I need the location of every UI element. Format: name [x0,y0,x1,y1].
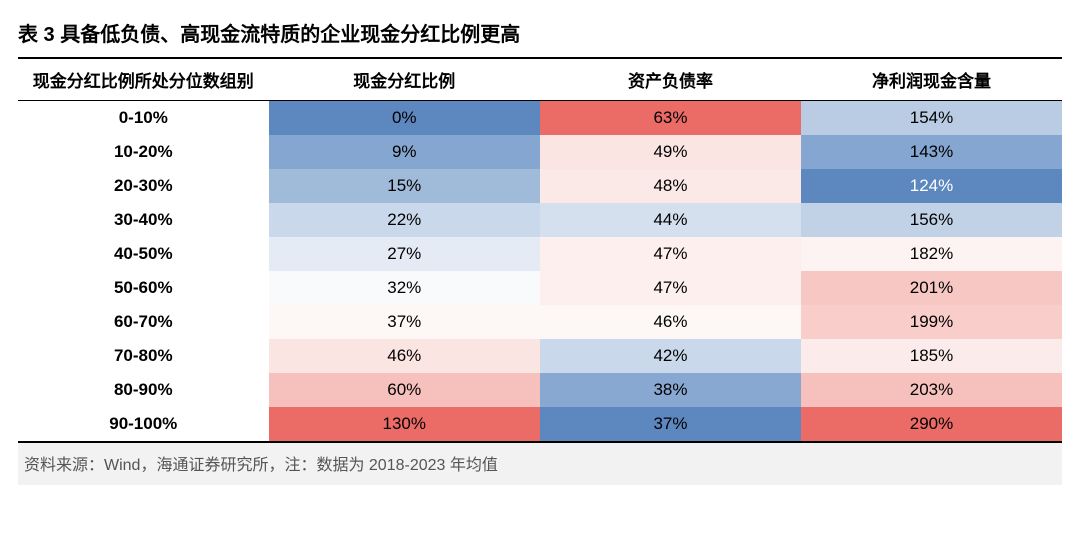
heatmap-cell: 124% [801,169,1062,203]
table-title: 表 3 具备低负债、高现金流特质的企业现金分红比例更高 [18,12,1062,59]
table-row: 10-20%9%49%143% [18,135,1062,169]
table-row: 0-10%0%63%154% [18,101,1062,136]
heatmap-cell: 38% [540,373,801,407]
heatmap-cell: 0% [269,101,540,136]
row-label: 90-100% [18,407,269,442]
table-row: 80-90%60%38%203% [18,373,1062,407]
table-row: 60-70%37%46%199% [18,305,1062,339]
heatmap-cell: 32% [269,271,540,305]
heatmap-cell: 15% [269,169,540,203]
row-label: 40-50% [18,237,269,271]
heatmap-cell: 199% [801,305,1062,339]
table-row: 20-30%15%48%124% [18,169,1062,203]
heatmap-cell: 143% [801,135,1062,169]
heatmap-cell: 203% [801,373,1062,407]
heatmap-cell: 290% [801,407,1062,442]
table-row: 40-50%27%47%182% [18,237,1062,271]
heatmap-cell: 46% [269,339,540,373]
heatmap-cell: 44% [540,203,801,237]
row-label: 0-10% [18,101,269,136]
row-label: 70-80% [18,339,269,373]
table-header-row: 现金分红比例所处分位数组别 现金分红比例 资产负债率 净利润现金含量 [18,59,1062,101]
heatmap-cell: 201% [801,271,1062,305]
table-row: 70-80%46%42%185% [18,339,1062,373]
table-body: 0-10%0%63%154%10-20%9%49%143%20-30%15%48… [18,101,1062,443]
heatmap-cell: 22% [269,203,540,237]
row-label: 20-30% [18,169,269,203]
table-row: 90-100%130%37%290% [18,407,1062,442]
heatmap-cell: 37% [540,407,801,442]
heatmap-cell: 47% [540,237,801,271]
heatmap-cell: 49% [540,135,801,169]
row-label: 50-60% [18,271,269,305]
heatmap-cell: 42% [540,339,801,373]
heatmap-cell: 60% [269,373,540,407]
table-row: 50-60%32%47%201% [18,271,1062,305]
heatmap-table: 现金分红比例所处分位数组别 现金分红比例 资产负债率 净利润现金含量 0-10%… [18,59,1062,443]
col-header-cash: 净利润现金含量 [801,59,1062,101]
col-header-payout: 现金分红比例 [269,59,540,101]
heatmap-cell: 185% [801,339,1062,373]
heatmap-cell: 130% [269,407,540,442]
heatmap-cell: 63% [540,101,801,136]
heatmap-cell: 154% [801,101,1062,136]
heatmap-cell: 47% [540,271,801,305]
col-header-debt: 资产负债率 [540,59,801,101]
source-note: 资料来源：Wind，海通证券研究所，注：数据为 2018-2023 年均值 [18,443,1062,485]
row-label: 80-90% [18,373,269,407]
heatmap-cell: 182% [801,237,1062,271]
row-label: 10-20% [18,135,269,169]
col-header-group: 现金分红比例所处分位数组别 [18,59,269,101]
heatmap-cell: 46% [540,305,801,339]
row-label: 30-40% [18,203,269,237]
heatmap-cell: 27% [269,237,540,271]
heatmap-cell: 156% [801,203,1062,237]
row-label: 60-70% [18,305,269,339]
table-row: 30-40%22%44%156% [18,203,1062,237]
heatmap-cell: 48% [540,169,801,203]
heatmap-cell: 37% [269,305,540,339]
heatmap-cell: 9% [269,135,540,169]
